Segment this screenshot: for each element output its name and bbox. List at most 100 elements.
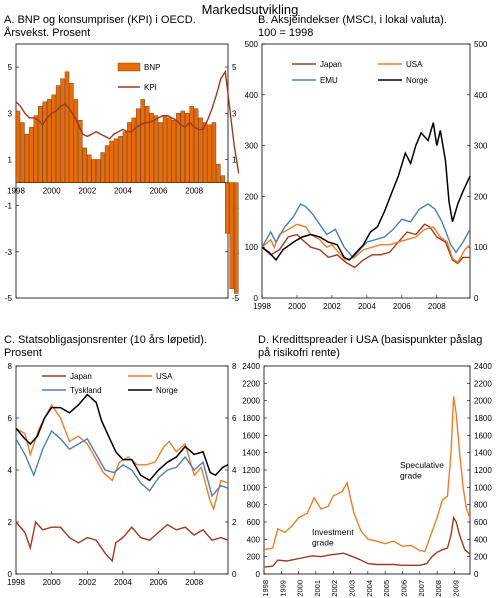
- panel-d-ytick-left: 400: [247, 535, 261, 544]
- panel-d-ytick-right: 0: [474, 570, 479, 579]
- panel-d-ytick-right: 1000: [474, 483, 492, 492]
- panel-d-xtick-label: 2007: [417, 580, 426, 597]
- bnp-bar: [127, 122, 132, 183]
- bnp-bar: [144, 106, 150, 183]
- bnp-bar: [216, 163, 221, 183]
- series-line-japan: [15, 520, 229, 563]
- bnp-bar: [100, 152, 105, 183]
- panel-d-ytick-left: 800: [247, 501, 261, 510]
- series-line-investment-grade: [263, 515, 471, 568]
- panel-d-ytick-right: 1600: [474, 431, 492, 440]
- panel-c-ytick-right: 4: [232, 466, 237, 475]
- panel-a-ytick-left: -3: [5, 248, 13, 257]
- panel-a-xtick-label: 2002: [78, 187, 96, 196]
- panel-b-xtick-label: 2000: [288, 302, 306, 311]
- bnp-bar: [193, 108, 199, 183]
- bnp-bar: [55, 85, 61, 183]
- panel-c-xtick-label: 2000: [43, 578, 61, 587]
- panel-d-ytick-left: 200: [247, 553, 261, 562]
- figure-title: Markedsutvikling: [201, 2, 299, 17]
- bnp-bar: [122, 131, 128, 183]
- panel-d-ytick-right: 2200: [474, 379, 492, 388]
- panel-a-ytick-left: 1: [8, 155, 13, 164]
- panel-c-xtick-label: 2004: [114, 578, 132, 587]
- panel-d-ytick-left: 0: [256, 570, 261, 579]
- panel-b-ytick-left: 100: [245, 243, 259, 252]
- series-line-speculative-grade: [263, 396, 471, 553]
- bnp-bar: [82, 147, 88, 183]
- panel-c-xtick-label: 2006: [150, 578, 168, 587]
- panel-b-ytick-right: 400: [474, 91, 488, 100]
- legend-kpi-label: KPI: [144, 83, 157, 92]
- panel-b-ytick-right: 100: [474, 243, 488, 252]
- panel-c-ytick-left: 0: [8, 570, 13, 579]
- bnp-bar: [15, 110, 21, 183]
- panel-c-ytick-left: 2: [8, 518, 13, 527]
- bnp-bar: [180, 110, 185, 183]
- panel-b-ytick-left: 200: [245, 192, 259, 201]
- bnp-bar: [202, 122, 208, 183]
- bnp-bar: [64, 71, 70, 183]
- legend-label-norge: Norge: [156, 386, 178, 395]
- bnp-bar: [33, 115, 39, 183]
- panel-a-xtick-label: 2004: [114, 187, 132, 196]
- bnp-bar: [118, 136, 123, 183]
- plot-frame-b: [261, 43, 471, 299]
- bnp-bar: [162, 115, 168, 183]
- series-line-norge: [15, 393, 229, 482]
- legend-bnp-label: BNP: [144, 63, 160, 72]
- bnp-bar: [95, 159, 101, 183]
- panel-d-xtick-label: 2001: [313, 580, 322, 597]
- bnp-bar: [225, 182, 230, 234]
- panel-d-ytick-right: 2000: [474, 397, 492, 406]
- panel-d-ytick-right: 1400: [474, 449, 492, 458]
- panel-a-ytick-right: 1: [232, 155, 237, 164]
- panel-d-ytick-left: 2400: [242, 362, 260, 371]
- legend-label-usa: USA: [406, 60, 423, 69]
- panel-d-ytick-right: 200: [474, 553, 488, 562]
- panel-c-title: C. Statsobligasjonsrenter (10 års løpeti…: [4, 334, 207, 359]
- bnp-bar: [69, 83, 74, 183]
- panel-d-xtick-label: 2002: [330, 580, 339, 597]
- panel-d-ytick-right: 800: [474, 501, 488, 510]
- panel-c-ytick-left: 8: [8, 362, 13, 371]
- panel-d-ytick-right: 2400: [474, 362, 492, 371]
- panel-c-ytick-left: 4: [8, 466, 13, 475]
- panel-d-xtick-label: 2009: [451, 580, 460, 597]
- panel-b-xtick-label: 2006: [393, 302, 411, 311]
- legend-bnp-swatch: [117, 62, 141, 72]
- panel-a-ytick-left: -1: [5, 202, 13, 211]
- panel-b-ytick-right: 200: [474, 192, 488, 201]
- panel-d-ytick-left: 2200: [242, 379, 260, 388]
- panel-d-title: D. Kredittspreader i USA (basispunkter p…: [258, 334, 483, 359]
- panel-d-xtick-label: 2008: [434, 580, 443, 597]
- panel-a-ytick-right: 3: [232, 109, 237, 118]
- panel-c-ytick-right: 8: [232, 362, 237, 371]
- bnp-bar: [140, 99, 145, 183]
- bnp-bar: [46, 99, 52, 183]
- legend-label-japan: Japan: [70, 372, 92, 381]
- series-line-tyskland: [15, 429, 229, 498]
- panel-c-ytick-right: 0: [232, 570, 237, 579]
- bnp-bar: [207, 124, 212, 183]
- bnp-bar: [185, 113, 190, 183]
- panel-b-xtick-label: 2002: [323, 302, 341, 311]
- bnp-bar: [131, 117, 137, 183]
- annotation-investment-grade: Investment: [312, 527, 354, 537]
- panel-a-xtick-label: 2000: [43, 187, 61, 196]
- annotation-investment-grade: grade: [312, 538, 334, 548]
- legend-label-tyskland: Tyskland: [70, 386, 102, 395]
- series-line-usa: [15, 403, 229, 512]
- bnp-bar: [73, 99, 79, 183]
- panel-d-ytick-left: 1800: [242, 414, 260, 423]
- bnp-bar: [42, 101, 47, 183]
- panel-b-ytick-left: 300: [245, 142, 259, 151]
- bnp-bar: [78, 119, 83, 183]
- annotation-speculative-grade: Speculative: [400, 460, 444, 470]
- bnp-bar: [234, 182, 239, 294]
- panel-a-ytick-left: 5: [8, 63, 13, 72]
- bnp-bar: [153, 115, 159, 183]
- panel-b-ytick-left: 400: [245, 91, 259, 100]
- bnp-bar: [38, 106, 43, 183]
- panel-d-ytick-left: 1600: [242, 431, 260, 440]
